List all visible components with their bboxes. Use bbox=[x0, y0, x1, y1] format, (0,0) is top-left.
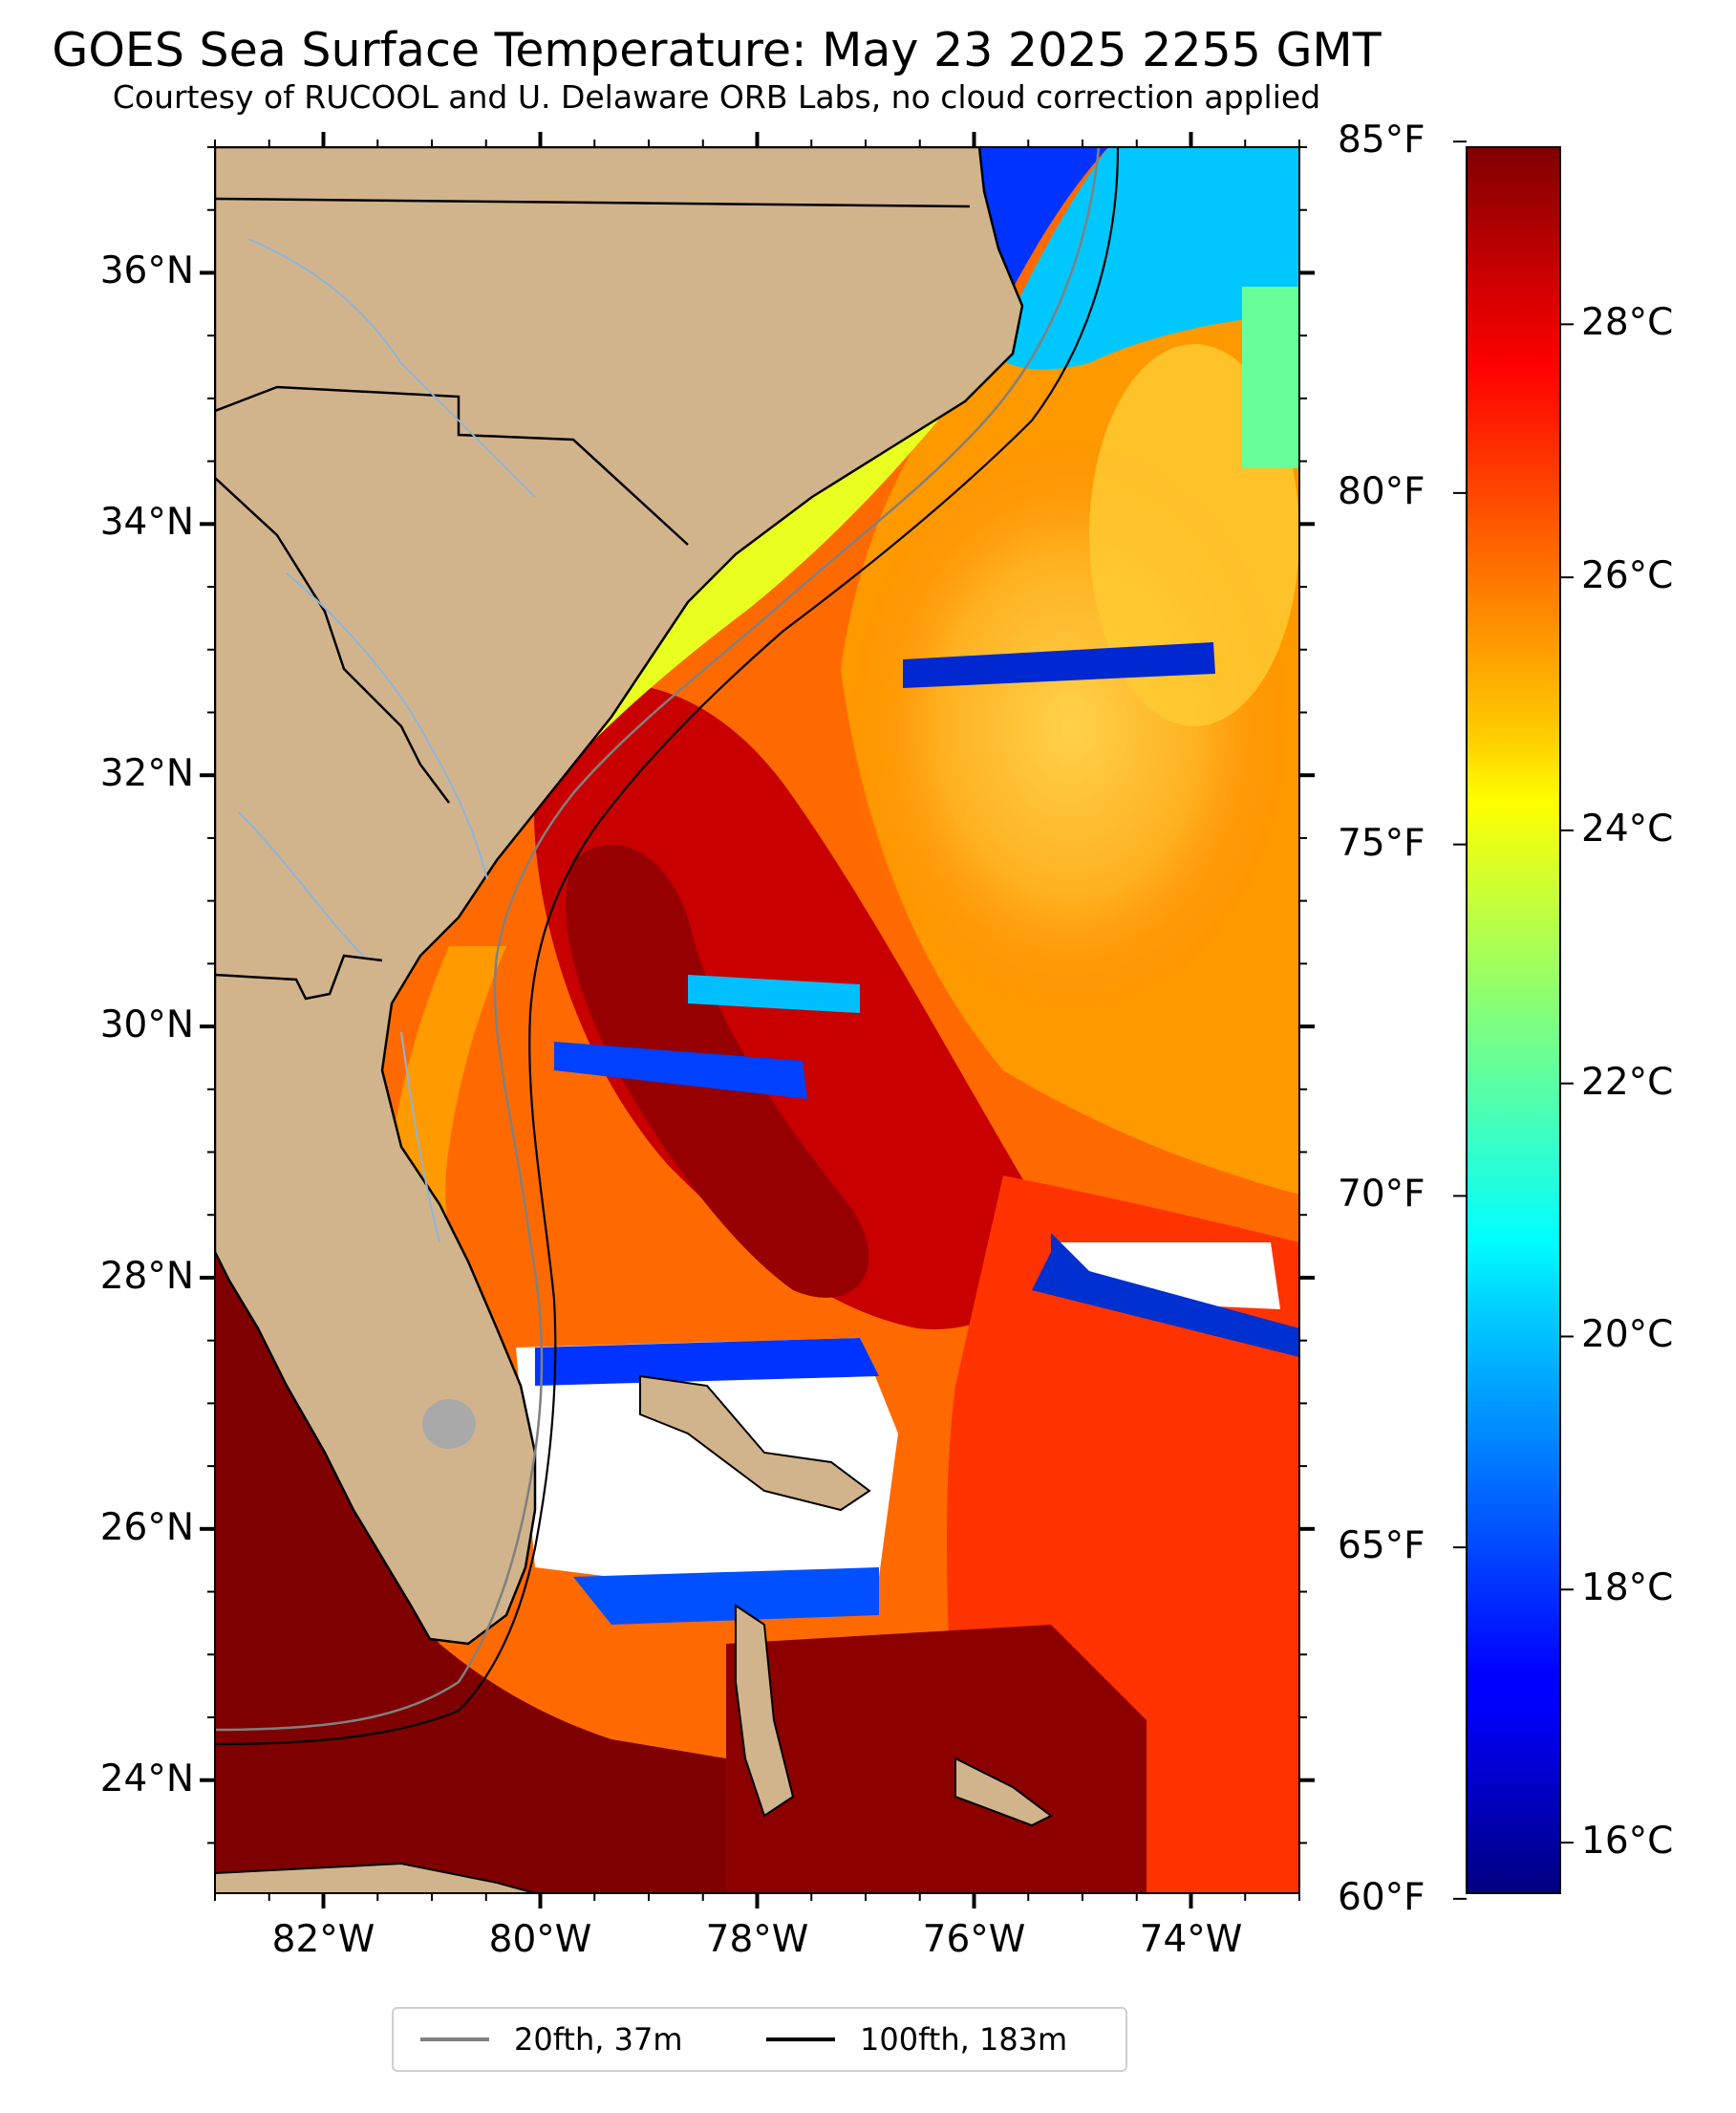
land-cuba bbox=[215, 1862, 536, 1893]
nearshore-cool-band bbox=[392, 363, 984, 946]
colorbar-f-label: 75°F bbox=[1338, 821, 1425, 865]
legend-label-20fth: 20fth, 37m bbox=[514, 2021, 683, 2058]
legend-swatch-20fth bbox=[420, 2038, 489, 2041]
no-data-bahamas bbox=[516, 1338, 898, 1586]
lake-okeechobee bbox=[422, 1399, 476, 1449]
river-1 bbox=[247, 238, 536, 498]
lat-tick-label: 30°N bbox=[99, 1003, 194, 1047]
colorbar-f-label: 60°F bbox=[1338, 1875, 1425, 1919]
colorbar-c-label: 22°C bbox=[1581, 1060, 1674, 1104]
colorbar-c-label: 18°C bbox=[1581, 1566, 1674, 1610]
legend-swatch-100fth bbox=[766, 2038, 835, 2041]
lat-tick-label: 36°N bbox=[99, 249, 194, 293]
colorbar-c-label: 16°C bbox=[1581, 1820, 1674, 1864]
lat-tick-label: 34°N bbox=[99, 501, 194, 545]
legend-item-100fth: 100fth, 183m bbox=[766, 2009, 1067, 2070]
lon-tick-label: 74°W bbox=[1139, 1918, 1243, 1961]
land-grand-bahama-abaco bbox=[639, 1374, 871, 1512]
cloud-streak-3 bbox=[688, 975, 860, 1013]
colorbar-c-label: 28°C bbox=[1581, 301, 1674, 345]
cloud-edge bbox=[1032, 1233, 1299, 1357]
river-2 bbox=[286, 572, 488, 880]
land-southeast-us bbox=[215, 147, 1024, 1646]
colorbar-ticks bbox=[1453, 140, 1574, 1900]
land-andros bbox=[735, 1604, 795, 1818]
map-title: GOES Sea Surface Temperature: May 23 202… bbox=[52, 23, 1382, 77]
map-ticks bbox=[200, 132, 1315, 1908]
colorbar-c-label: 24°C bbox=[1581, 807, 1674, 851]
lon-tick-label: 80°W bbox=[488, 1918, 592, 1961]
cloud-streak-1 bbox=[903, 642, 1215, 688]
state-border-sc-ga bbox=[215, 477, 450, 804]
bahamas-bank-hot bbox=[726, 1625, 1147, 1893]
colorbar-c-label: 20°C bbox=[1581, 1313, 1674, 1357]
cold-edge-bahamas-south bbox=[573, 1567, 879, 1625]
lat-tick-label: 32°N bbox=[99, 752, 194, 796]
gulf-of-mexico-hot bbox=[215, 1147, 726, 1893]
green-patch bbox=[1242, 287, 1299, 468]
colorbar-f-label: 80°F bbox=[1338, 469, 1425, 513]
lon-tick-label: 78°W bbox=[705, 1918, 809, 1961]
legend-label-100fth: 100fth, 183m bbox=[860, 2021, 1068, 2058]
lon-tick-label: 76°W bbox=[922, 1918, 1026, 1961]
map-subtitle: Courtesy of RUCOOL and U. Delaware ORB L… bbox=[112, 78, 1321, 116]
river-4 bbox=[400, 1031, 440, 1243]
cloud-streak-2 bbox=[554, 1042, 807, 1099]
colorbar-f-label: 85°F bbox=[1338, 119, 1425, 162]
state-border-nc-sc bbox=[215, 385, 689, 546]
isobath-100fth bbox=[215, 147, 1120, 1746]
river-3 bbox=[238, 811, 364, 957]
colorbar-f-label: 70°F bbox=[1338, 1173, 1425, 1217]
legend-item-20fth: 20fth, 37m bbox=[420, 2009, 682, 2070]
lat-tick-label: 24°N bbox=[99, 1757, 194, 1800]
cool-slope-water bbox=[994, 147, 1299, 370]
lon-tick-label: 82°W bbox=[271, 1918, 375, 1961]
state-border-ga-fl bbox=[215, 954, 383, 1001]
cold-edge-bahamas bbox=[535, 1338, 879, 1386]
state-border-va-nc bbox=[215, 197, 971, 208]
colorbar-f-label: 65°F bbox=[1338, 1524, 1425, 1568]
colorbar-c-label: 26°C bbox=[1581, 554, 1674, 598]
lat-tick-label: 26°N bbox=[99, 1505, 194, 1549]
colorbar bbox=[1466, 146, 1561, 1894]
isobath-legend: 20fth, 37m 100fth, 183m bbox=[392, 2007, 1127, 2072]
isobath-20fth bbox=[215, 147, 1101, 1732]
land-exuma bbox=[954, 1757, 1053, 1827]
lat-tick-label: 28°N bbox=[99, 1254, 194, 1298]
